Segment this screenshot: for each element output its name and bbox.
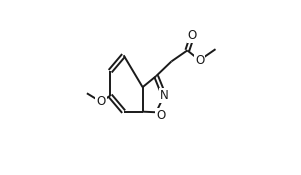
Text: O: O <box>195 54 204 67</box>
Text: O: O <box>157 109 166 122</box>
Text: O: O <box>96 95 106 108</box>
Text: N: N <box>160 89 169 102</box>
Text: O: O <box>188 29 197 42</box>
